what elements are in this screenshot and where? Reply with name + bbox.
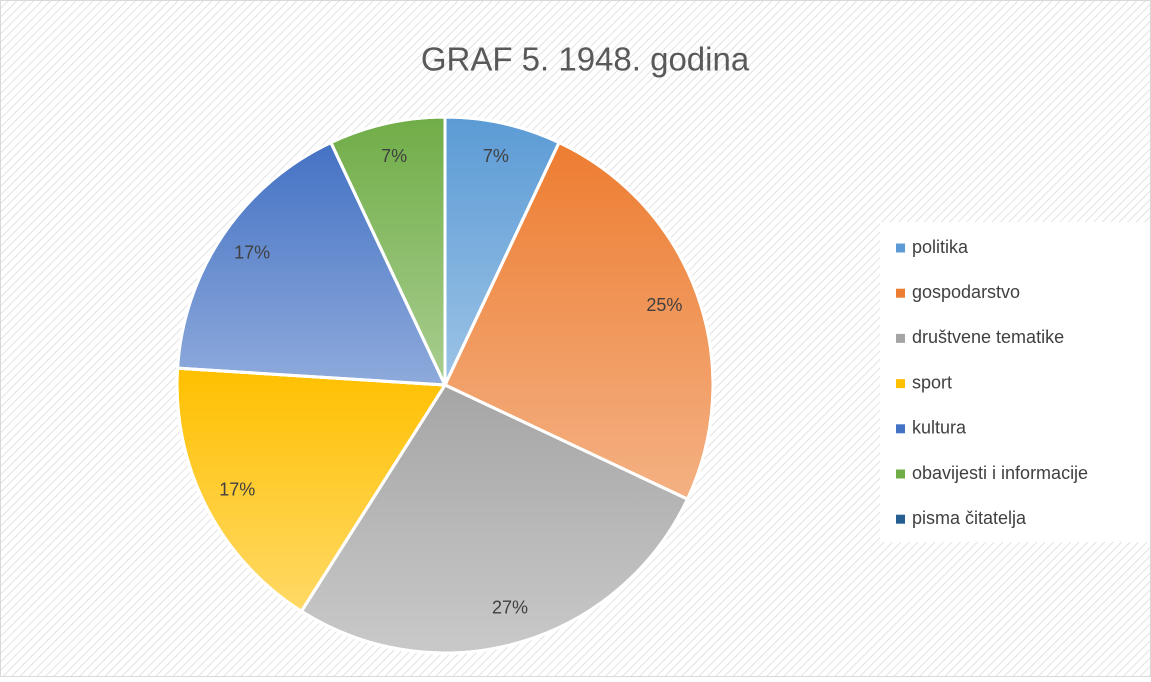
data-label: 25% <box>646 295 682 315</box>
legend-label: sport <box>912 372 952 392</box>
legend-label: politika <box>912 237 969 257</box>
data-label: 17% <box>234 243 270 263</box>
legend-label: kultura <box>912 418 967 438</box>
legend-swatch <box>896 288 905 298</box>
legend-swatch <box>896 424 905 434</box>
legend-label: pisma čitatelja <box>912 508 1027 528</box>
chart-title: GRAF 5. 1948. godina <box>421 41 750 78</box>
slice-shade <box>175 140 448 387</box>
data-label: 27% <box>492 598 528 618</box>
data-label: 7% <box>381 146 407 166</box>
slice-shade <box>328 115 447 386</box>
legend-swatch <box>896 514 905 524</box>
legend-swatch <box>896 469 905 479</box>
slice-shade <box>443 115 562 386</box>
legend-swatch <box>896 243 905 253</box>
slice-shade <box>299 383 690 655</box>
legend-box <box>880 222 1150 542</box>
data-label: 17% <box>219 480 255 500</box>
data-label: 7% <box>483 146 509 166</box>
slice-shade <box>175 366 448 614</box>
legend-swatch <box>896 333 905 343</box>
legend-swatch <box>896 379 905 389</box>
legend-label: društvene tematike <box>912 327 1064 347</box>
legend-label: gospodarstvo <box>912 282 1020 302</box>
slice-shade <box>443 140 715 502</box>
legend-label: obavijesti i informacije <box>912 463 1088 483</box>
